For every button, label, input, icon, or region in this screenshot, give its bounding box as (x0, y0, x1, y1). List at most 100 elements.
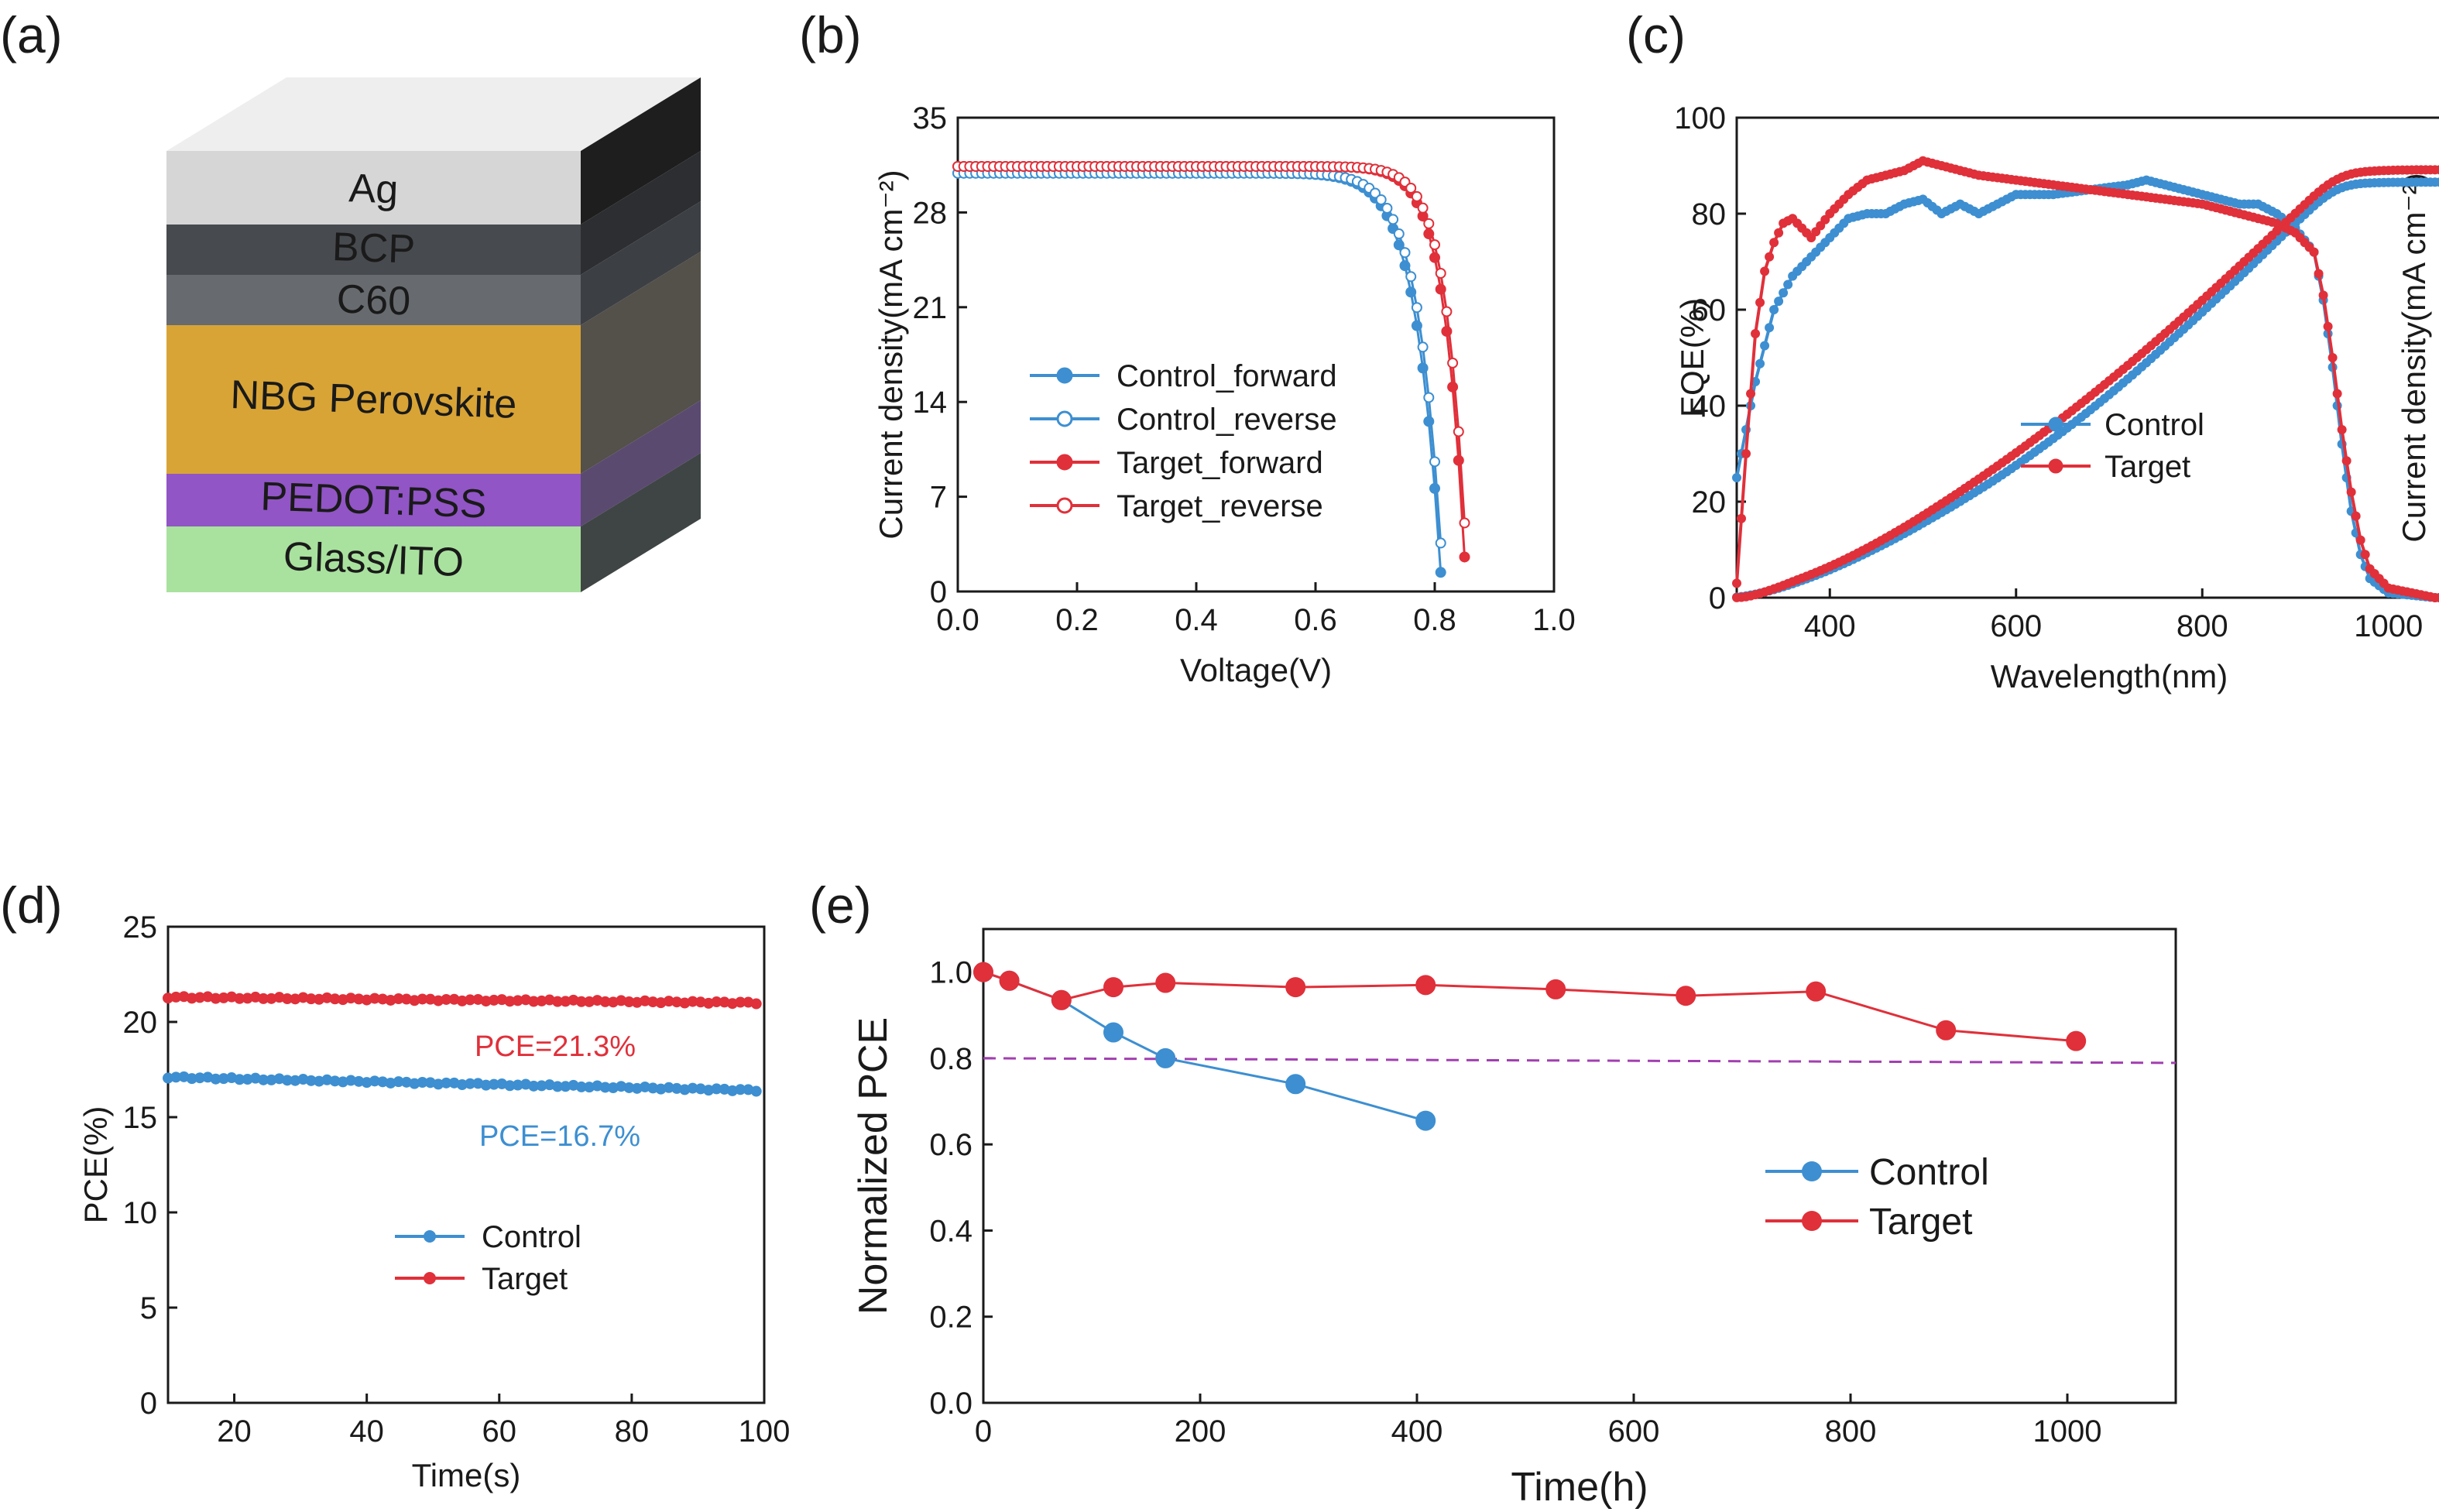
layer-label: BCP (331, 225, 416, 273)
stability-point (1155, 1047, 1176, 1068)
steady-pce-chart: 20 40 60 80 100 0 5 10 15 20 25 Time(s) PCE(%) PCE=21… (77, 910, 790, 1493)
x-tick-label: 100 (739, 1414, 791, 1449)
annotation-target-pce: PCE=21.3% (475, 1030, 636, 1063)
layer-front-1 (166, 225, 581, 275)
layer-side-1 (581, 151, 701, 275)
eqe-point (1811, 227, 1821, 237)
eqe-point (1816, 221, 1826, 231)
legend-marker (1802, 1211, 1822, 1231)
stability-chart: 0 200 400 600 800 1000 0.0 0.2 0.4 0.6 0.8 1.0 Time(… (851, 927, 2177, 1510)
y-tick-label: 20 (123, 1006, 158, 1040)
series-line-Control_reverse (958, 172, 1442, 543)
eqe-point (2351, 511, 2361, 521)
eqe-point (2323, 321, 2333, 331)
stability-point (1415, 1110, 1436, 1131)
legend-label: Control_forward (1117, 359, 1337, 393)
data-point (1375, 194, 1387, 205)
x-tick-label: 1000 (2354, 609, 2423, 643)
data-point (1429, 239, 1440, 251)
layer-front-4 (166, 474, 581, 526)
stability-point (1285, 1074, 1306, 1095)
data-point (1435, 537, 1446, 549)
eqe-point (2355, 535, 2365, 545)
data-point (1370, 187, 1381, 199)
plot-frame (956, 116, 1556, 593)
legend-marker (1802, 1161, 1822, 1181)
annotation-control-pce: PCE=16.7% (479, 1120, 640, 1153)
data-point (1405, 271, 1417, 283)
reference-line-80pct (983, 1057, 2177, 1065)
stability-point (1051, 989, 1072, 1010)
y-tick-label: 0 (1709, 581, 1726, 615)
x-tick-label: 0.0 (936, 603, 979, 637)
stability-point (2066, 1030, 2087, 1051)
eqe-point (2309, 247, 2319, 257)
data-point (1399, 247, 1411, 259)
y-tick-label: 0.6 (929, 1128, 973, 1162)
panel-label-e: (e) (809, 876, 872, 934)
x-tick-label: 1000 (2033, 1414, 2102, 1449)
eqe-point (1769, 238, 1779, 248)
plot-frame (166, 925, 766, 1404)
data-point (1447, 357, 1459, 369)
data-point (1429, 456, 1440, 468)
eqe-point (1774, 228, 1784, 238)
eqe-point (1746, 389, 1756, 399)
legend-marker (424, 1230, 436, 1243)
panel-label-a: (a) (0, 6, 63, 63)
legend-label: Target (482, 1262, 568, 1296)
y-right-axis-label: Current density(mA cm⁻²) (2396, 173, 2432, 542)
x-tick-label: 80 (615, 1414, 650, 1449)
y-tick-label: 1.0 (929, 956, 973, 990)
data-point (1388, 214, 1399, 225)
y-tick-label: 100 (1674, 101, 1726, 135)
y-tick-label: 0.0 (929, 1387, 973, 1421)
plot-frame (982, 927, 2177, 1404)
legend-marker (1056, 454, 1073, 471)
x-tick-label: 60 (482, 1414, 517, 1449)
panel-label-b: (b) (799, 6, 862, 63)
layer-side-5 (581, 453, 701, 592)
x-tick-label: 1.0 (1532, 603, 1576, 637)
eqe-point (1765, 252, 1775, 262)
legend-label: Target (2105, 450, 2190, 484)
y-tick-label: 80 (1692, 197, 1727, 231)
eqe-point (1732, 578, 1741, 588)
integrated-point (2434, 165, 2439, 175)
data-point (1417, 202, 1429, 214)
x-tick-label: 20 (217, 1414, 252, 1449)
eqe-point (1760, 341, 1770, 351)
panel-label-c: (c) (1626, 6, 1686, 63)
legend-label: Target (1869, 1202, 1972, 1243)
y-axis-label: EQE(%) (1674, 298, 1710, 417)
stability-point (999, 970, 1020, 991)
panel-label-d: (d) (0, 876, 63, 934)
layer-top-face (166, 77, 701, 151)
x-tick-label: 40 (349, 1414, 384, 1449)
y-tick-label: 0 (930, 575, 947, 609)
eqe-point (1820, 214, 1830, 225)
eqe-point (2332, 389, 2342, 399)
layer-label: Glass/ITO (283, 534, 465, 585)
legend-marker (2048, 417, 2063, 432)
eqe-point (2341, 456, 2352, 466)
jv-curve-chart: 0.0 0.2 0.4 0.6 0.8 1.0 0 7 14 21 28 35 Voltage(V) Cu… (873, 101, 1576, 688)
x-tick-label: 0 (975, 1414, 992, 1449)
x-tick-label: 400 (1804, 609, 1856, 643)
eqe-point (1779, 288, 1789, 298)
stability-point (1676, 986, 1696, 1006)
eqe-point (2360, 550, 2370, 560)
pce-point (750, 998, 762, 1010)
x-tick-label: 600 (1608, 1414, 1660, 1449)
integrated-line-Control (1736, 180, 2439, 599)
data-point (1459, 551, 1470, 563)
y-tick-label: 10 (123, 1196, 158, 1230)
eqe-point (2346, 487, 2356, 497)
legend-marker (1056, 367, 1073, 384)
legend-label: Control (1869, 1152, 1989, 1193)
eqe-point (1741, 449, 1751, 458)
x-tick-label: 0.6 (1294, 603, 1337, 637)
layer-side-2 (581, 201, 701, 325)
y-tick-label: 0.8 (929, 1042, 973, 1076)
